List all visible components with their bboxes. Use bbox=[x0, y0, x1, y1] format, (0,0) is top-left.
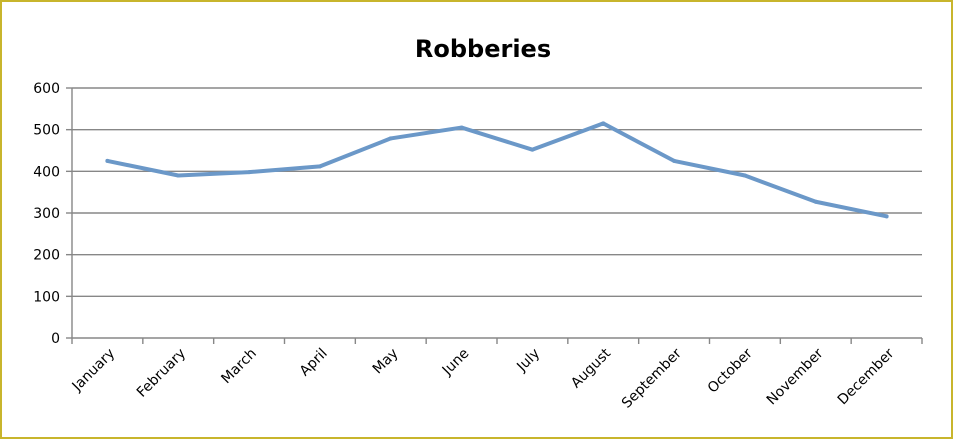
data-point-november bbox=[813, 199, 818, 204]
y-tick-label: 200 bbox=[33, 248, 60, 264]
x-tick-label: February bbox=[134, 346, 189, 401]
y-axis-ticks: 0 100 200 300 400 500 600 bbox=[33, 81, 72, 347]
gridlines bbox=[72, 87, 922, 298]
x-tick-label: November bbox=[764, 345, 827, 408]
x-tick-label: August bbox=[568, 345, 614, 391]
data-point-february bbox=[176, 173, 181, 178]
data-point-december bbox=[884, 214, 889, 219]
x-tick-label: July bbox=[513, 346, 543, 376]
data-point-may bbox=[388, 136, 393, 141]
y-tick-label: 600 bbox=[33, 81, 60, 97]
x-tick-label: March bbox=[218, 346, 259, 387]
y-tick-label: 0 bbox=[51, 331, 60, 347]
y-tick-label: 400 bbox=[33, 164, 60, 180]
chart-title: Robberies bbox=[415, 35, 551, 63]
y-tick-label: 300 bbox=[33, 206, 60, 222]
x-tick-label: April bbox=[297, 346, 331, 380]
y-tick-label: 100 bbox=[33, 289, 60, 305]
x-tick-label: January bbox=[69, 346, 119, 396]
data-point-january bbox=[105, 158, 110, 163]
x-tick-label: October bbox=[705, 345, 756, 396]
data-point-august bbox=[601, 121, 606, 126]
data-point-june bbox=[459, 125, 464, 130]
x-tick-label: September bbox=[619, 345, 685, 411]
data-point-october bbox=[742, 173, 747, 178]
x-tick-label: December bbox=[835, 345, 898, 408]
x-tick-label: May bbox=[370, 346, 402, 378]
series-line-0 bbox=[105, 121, 889, 219]
y-tick-label: 500 bbox=[33, 123, 60, 139]
data-point-september bbox=[672, 158, 677, 163]
data-point-april bbox=[317, 164, 322, 169]
data-point-july bbox=[530, 147, 535, 152]
series-group bbox=[105, 121, 889, 219]
data-point-march bbox=[247, 170, 252, 175]
x-tick-label: June bbox=[439, 346, 473, 380]
